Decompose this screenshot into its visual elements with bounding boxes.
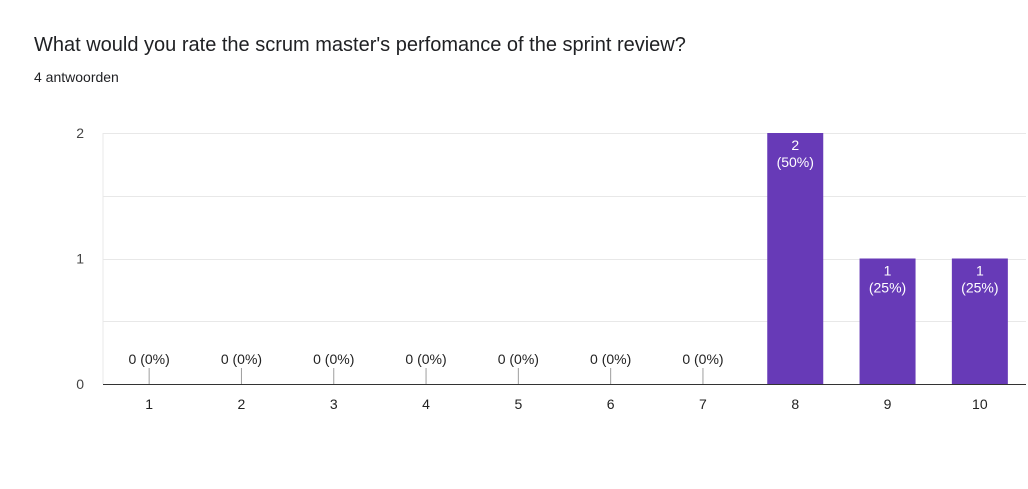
data-label: 0 (0%) (129, 351, 170, 367)
y-tick-label: 1 (76, 251, 84, 267)
x-tick-label: 6 (607, 396, 615, 412)
chart-title: What would you rate the scrum master's p… (34, 34, 686, 56)
bar (951, 258, 1008, 384)
data-label: 1 (25%) (869, 263, 906, 296)
data-label: 0 (0%) (313, 351, 354, 367)
data-label: 0 (0%) (590, 351, 631, 367)
x-tick-label: 1 (145, 396, 153, 412)
y-tick-label: 2 (76, 125, 84, 141)
response-count: 4 antwoorden (34, 69, 119, 85)
data-label: 0 (0%) (221, 351, 262, 367)
x-tick-label: 10 (972, 396, 988, 412)
x-tick-label: 8 (791, 396, 799, 412)
x-tick-label: 7 (699, 396, 707, 412)
data-label: 0 (0%) (498, 351, 539, 367)
x-tick-label: 2 (238, 396, 246, 412)
bar (859, 258, 916, 384)
data-label: 2 (50%) (777, 137, 814, 170)
bar (767, 133, 824, 384)
y-tick-label: 0 (76, 376, 84, 392)
data-label: 0 (0%) (405, 351, 446, 367)
x-tick-label: 4 (422, 396, 430, 412)
data-label: 0 (0%) (682, 351, 723, 367)
x-tick-label: 9 (884, 396, 892, 412)
x-tick-label: 5 (514, 396, 522, 412)
data-label: 1 (25%) (961, 263, 998, 296)
x-tick-label: 3 (330, 396, 338, 412)
